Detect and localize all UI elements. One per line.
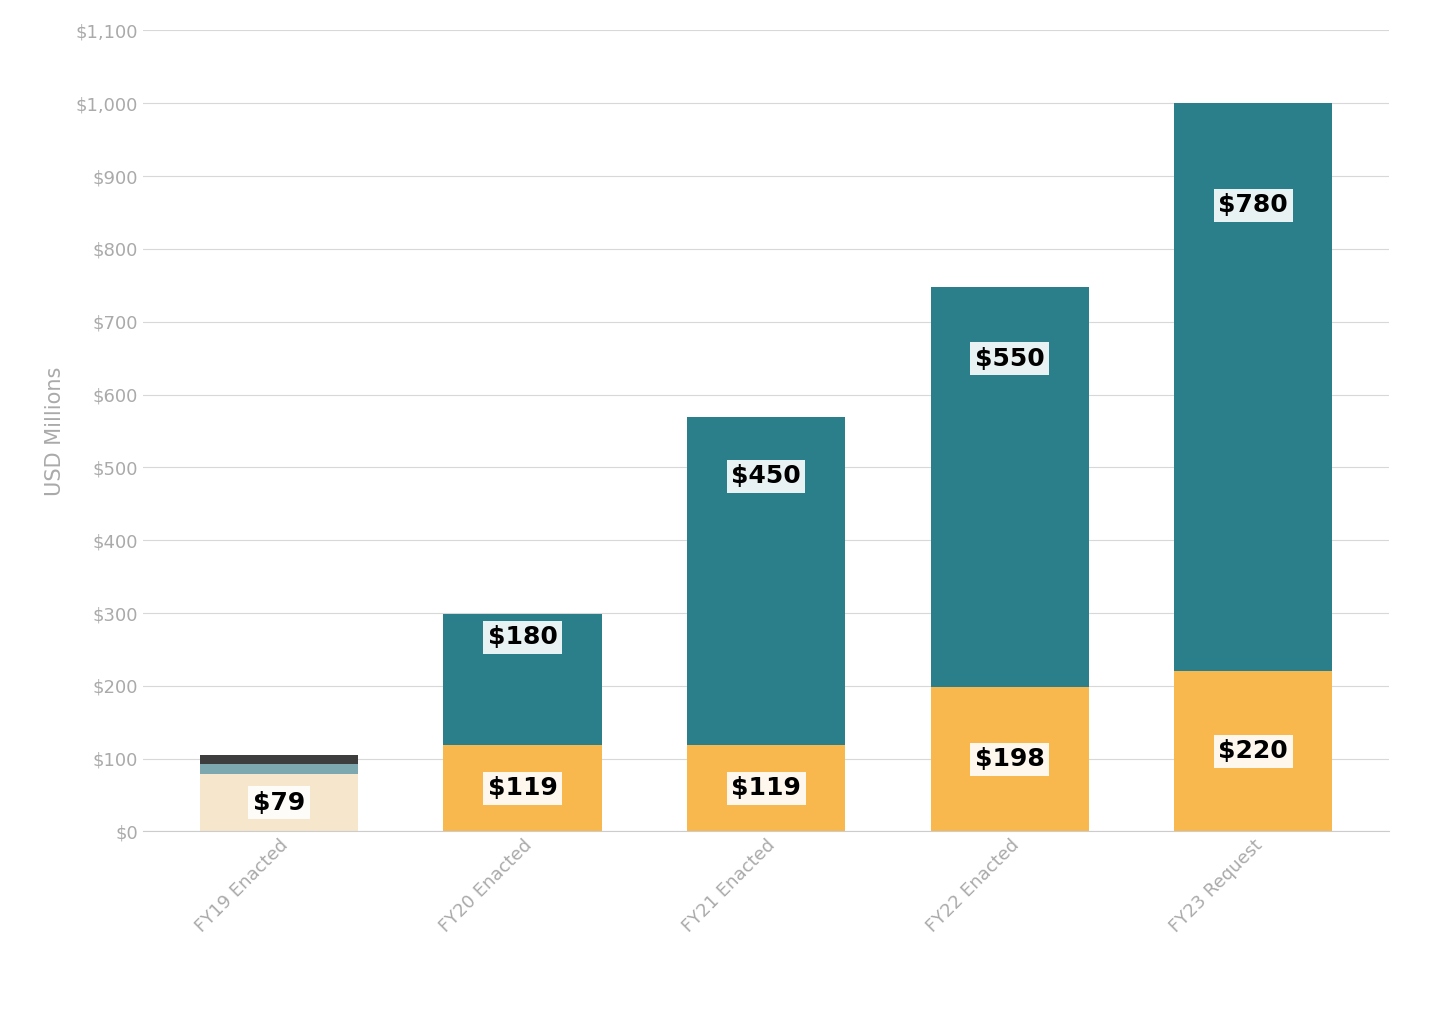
Text: $119: $119 bbox=[488, 776, 557, 800]
Bar bbox=[200, 774, 358, 831]
Text: $198: $198 bbox=[975, 747, 1044, 772]
Bar bbox=[687, 745, 845, 831]
Text: $450: $450 bbox=[732, 464, 800, 488]
Bar bbox=[1174, 671, 1332, 831]
Bar bbox=[687, 417, 845, 745]
Bar bbox=[444, 745, 601, 831]
Bar bbox=[200, 765, 358, 774]
Text: $180: $180 bbox=[488, 626, 557, 649]
Text: $550: $550 bbox=[975, 347, 1044, 371]
Bar bbox=[931, 287, 1088, 687]
Text: $220: $220 bbox=[1219, 739, 1289, 764]
Bar bbox=[444, 613, 601, 745]
Y-axis label: USD Millions: USD Millions bbox=[44, 366, 64, 496]
Bar bbox=[931, 687, 1088, 831]
Text: $79: $79 bbox=[253, 791, 305, 814]
Bar bbox=[200, 755, 358, 765]
Bar bbox=[1174, 103, 1332, 671]
Text: $119: $119 bbox=[732, 776, 800, 800]
Text: $780: $780 bbox=[1219, 194, 1289, 217]
